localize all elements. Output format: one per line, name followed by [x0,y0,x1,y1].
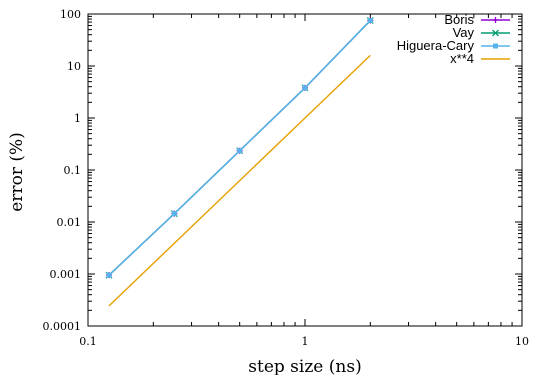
legend-marker [492,17,499,23]
y-tick-label: 0.1 [64,164,82,177]
axis-ticks: 0.0001 0.001 0.01 0.1 1 10 100 0.1 1 10 [43,8,530,348]
y-axis-title: error (%) [7,132,27,212]
x-tick-label: 0.1 [79,335,97,348]
legend-marker [493,43,498,49]
legend-label: Vay [453,25,475,40]
y-tick-label: 0.0001 [43,320,82,333]
x-tick-label: 10 [515,335,529,348]
legend-label: Boris [444,12,474,27]
data-point [237,148,243,154]
data-point [302,85,308,91]
y-tick-label: 1 [74,112,81,125]
data-point [171,211,177,217]
legend-marker [492,29,499,37]
series-line [108,54,371,307]
series-layer [105,17,374,307]
y-tick-label: 10 [67,60,81,73]
legend-label: Higuera-Cary [397,38,475,53]
x-axis-title: step size (ns) [248,357,361,375]
x-tick-label: 1 [302,335,309,348]
data-point [367,17,373,23]
data-point [106,272,112,278]
y-tick-label: 100 [60,8,81,21]
y-tick-label: 0.01 [57,216,82,229]
y-tick-label: 0.001 [50,268,82,281]
legend-label: x**4 [450,51,474,66]
